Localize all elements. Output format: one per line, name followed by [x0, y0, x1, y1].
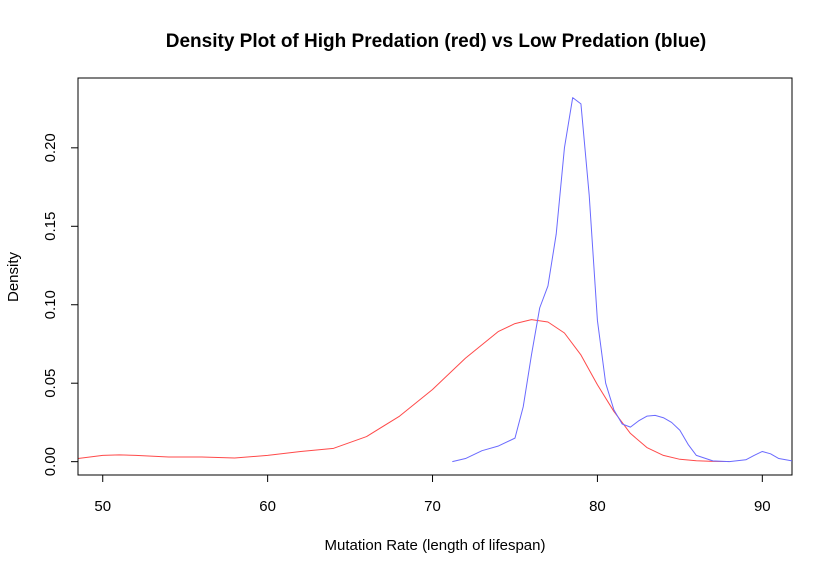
x-axis: 50 60 70 80 90 [94, 474, 771, 515]
y-axis-label: Density [5, 251, 22, 302]
chart-title: Density Plot of High Predation (red) vs … [166, 31, 706, 52]
plot-frame [77, 77, 793, 476]
x-tick-label: 90 [754, 498, 771, 515]
x-tick-label: 50 [94, 498, 111, 515]
y-tick-label: 0.10 [42, 290, 59, 319]
y-tick-label: 0.05 [42, 369, 59, 398]
density-line-1 [78, 319, 730, 463]
y-tick-label: 0.15 [42, 212, 59, 241]
y-tick-label: 0.20 [42, 133, 59, 162]
plot-area [77, 77, 793, 476]
x-axis-label: Mutation Rate (length of lifespan) [325, 537, 546, 554]
density-line-2 [452, 97, 792, 463]
y-axis: 0.00 0.05 0.10 0.15 0.20 [42, 133, 79, 476]
x-tick-label: 60 [259, 498, 276, 515]
y-tick-label: 0.00 [42, 447, 59, 476]
x-tick-label: 70 [424, 498, 441, 515]
x-tick-label: 80 [589, 498, 606, 515]
